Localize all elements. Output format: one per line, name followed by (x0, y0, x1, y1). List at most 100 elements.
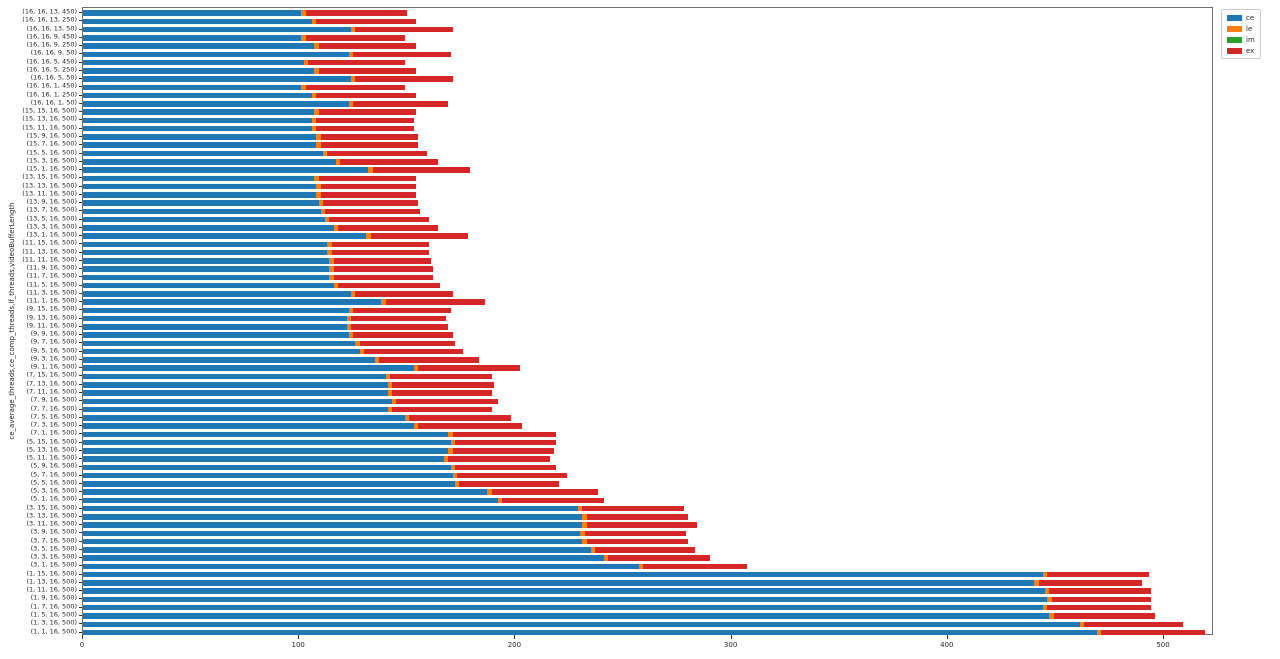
bar-segment-ce (83, 117, 313, 124)
y-tick-label: (1, 1, 16, 500) (30, 627, 77, 636)
y-tick-label: (1, 11, 16, 500) (26, 585, 77, 594)
bar-segment-ce (83, 439, 451, 446)
bar-row (83, 505, 685, 512)
bar-segment-le (329, 258, 334, 264)
y-tick-mark (78, 540, 82, 542)
bar-segment-ex (459, 481, 559, 487)
bar-segment-le (582, 522, 587, 528)
y-tick-mark (78, 259, 82, 261)
y-tick-label: (7, 5, 16, 500) (30, 412, 77, 421)
bar-segment-le (450, 439, 455, 446)
y-axis-title: ce_average_threads,ce_comp_threads,lf_th… (8, 202, 16, 440)
y-tick-mark (78, 615, 82, 616)
bar-segment-le (452, 472, 457, 479)
y-tick-mark (78, 573, 82, 575)
bar-row (83, 365, 520, 371)
bar-segment-ce (83, 613, 1050, 619)
bar-segment-ce (83, 241, 328, 248)
y-tick-label: (9, 1, 16, 500) (30, 362, 77, 371)
bar-segment-ex (318, 43, 416, 49)
y-tick-mark (78, 169, 82, 171)
y-tick-label: (16, 16, 5, 450) (26, 57, 77, 66)
y-tick-label: (13, 3, 16, 500) (26, 222, 77, 231)
bar-row (83, 35, 406, 41)
y-tick-label: (9, 9, 16, 500) (30, 329, 77, 338)
x-tick-label: 500 (1156, 641, 1170, 649)
bar-segment-ex (418, 365, 520, 371)
bar-row (83, 216, 429, 223)
bar-segment-ex (316, 117, 414, 124)
bar-segment-ex (325, 208, 421, 215)
bar-segment-ce (83, 406, 388, 413)
bar-segment-le (444, 456, 449, 462)
y-tick-mark (78, 350, 82, 352)
y-tick-label: (16, 16, 5, 250) (26, 65, 77, 74)
y-tick-label: (3, 1, 16, 500) (30, 560, 77, 569)
bar-segment-ex (452, 431, 557, 438)
y-tick-mark (78, 292, 82, 294)
y-tick-mark (78, 160, 82, 162)
bar-segment-ce (83, 59, 304, 66)
bar-segment-le (366, 233, 371, 239)
bar-segment-ce (83, 497, 499, 504)
bar-segment-ce (83, 43, 315, 49)
bar-segment-ex (1038, 580, 1143, 586)
y-tick-label: (11, 3, 16, 500) (26, 288, 77, 297)
bar-segment-ex (318, 68, 416, 74)
bar-segment-ex (316, 125, 414, 132)
bar-row (83, 134, 419, 140)
bar-segment-le (333, 282, 339, 289)
y-tick-label: (3, 11, 16, 500) (26, 519, 77, 528)
bar-segment-ex (454, 439, 557, 446)
y-tick-mark (78, 111, 82, 113)
y-tick-label: (9, 11, 16, 500) (26, 321, 77, 330)
bar-segment-ex (316, 92, 416, 99)
bar-row (83, 84, 406, 91)
bar-segment-ex (318, 175, 416, 182)
x-tick-label: 0 (79, 641, 85, 649)
bar-segment-ce (83, 92, 313, 99)
bar-segment-le (385, 373, 390, 380)
y-tick-label: (11, 7, 16, 500) (26, 271, 77, 280)
bar-segment-ce (83, 307, 349, 314)
bar-segment-ex (353, 101, 449, 107)
y-tick-mark (78, 12, 82, 14)
y-tick-mark (78, 210, 82, 212)
bar-row (83, 167, 470, 173)
bar-segment-le (374, 357, 380, 363)
bar-segment-ex (1053, 613, 1156, 619)
bar-segment-le (322, 150, 328, 157)
bar-segment-ex (353, 51, 451, 58)
bar-segment-le (578, 505, 583, 512)
y-tick-label: (1, 9, 16, 500) (30, 593, 77, 602)
bar-row (83, 439, 557, 446)
bar-segment-le (405, 415, 410, 421)
y-tick-label: (1, 13, 16, 500) (26, 577, 77, 586)
bar-segment-ce (83, 563, 639, 570)
bar-segment-le (318, 200, 323, 206)
bar-segment-ex (385, 299, 486, 305)
bar-row (83, 68, 416, 74)
bar-segment-ce (83, 109, 315, 115)
bar-segment-le (316, 134, 321, 140)
bar-segment-ex (1049, 588, 1151, 594)
y-tick-mark (78, 408, 82, 410)
y-tick-mark (78, 342, 82, 344)
bar-segment-ce (83, 448, 449, 454)
bar-segment-ex (355, 26, 453, 33)
y-tick-label: (13, 5, 16, 500) (26, 214, 77, 223)
bar-segment-ex (1047, 604, 1151, 611)
y-tick-mark (78, 276, 82, 278)
bar-segment-ex (353, 332, 453, 338)
legend-swatch-im (1227, 37, 1242, 43)
bar-row (83, 398, 499, 405)
bar-segment-le (327, 241, 332, 248)
bar-segment-ex (355, 76, 453, 82)
y-tick-mark (78, 251, 82, 253)
bar-segment-ex (389, 373, 492, 380)
bar-segment-ce (83, 580, 1035, 586)
y-tick-mark (78, 433, 82, 435)
bar-segment-ex (333, 258, 432, 264)
bar-segment-ex (327, 150, 427, 157)
